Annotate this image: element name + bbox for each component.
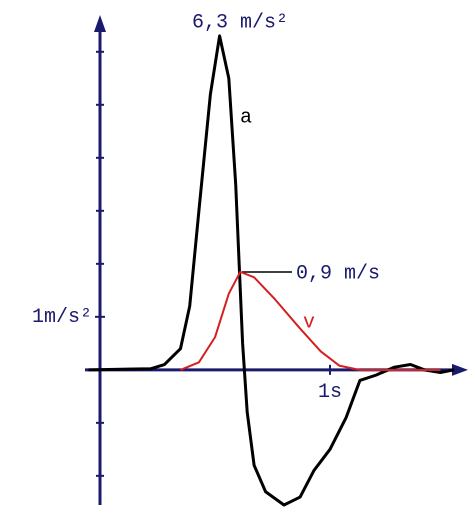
x-axis-arrow xyxy=(452,363,468,376)
series-label: a xyxy=(240,106,252,129)
series-line xyxy=(180,270,441,371)
y-axis-arrow xyxy=(94,15,106,32)
y-tick-label: 1m/s² xyxy=(32,306,92,329)
annotation: 6,3 m/s² xyxy=(192,11,288,34)
annotation: 0,9 m/s xyxy=(296,262,380,285)
series-label: v xyxy=(303,311,315,334)
x-tick-label: 1s xyxy=(318,381,342,404)
series-line xyxy=(88,34,455,507)
